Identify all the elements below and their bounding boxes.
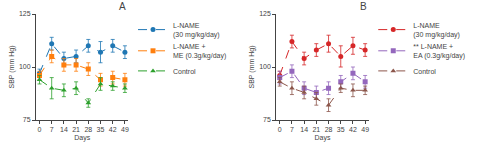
svg-text:SBP (mm Hg): SBP (mm Hg) [248,45,256,88]
svg-text:100: 100 [19,63,31,70]
svg-text:35: 35 [337,126,345,133]
svg-text:21: 21 [312,126,320,133]
svg-text:0: 0 [278,126,282,133]
svg-text:SBP (mm Hg): SBP (mm Hg) [8,45,16,88]
svg-text:7: 7 [290,126,294,133]
svg-text:21: 21 [72,126,80,133]
svg-text:125: 125 [259,10,271,17]
svg-text:7: 7 [50,126,54,133]
svg-text:L-NAME(30 mg/kg/day): L-NAME(30 mg/kg/day) [413,22,460,39]
svg-text:49: 49 [121,126,129,133]
svg-text:125: 125 [19,10,31,17]
svg-text:28: 28 [325,126,333,133]
svg-text:** L-NAME +EA (0.3g/kg/day): ** L-NAME +EA (0.3g/kg/day) [413,43,465,60]
svg-text:Control: Control [413,68,436,75]
svg-text:Days: Days [314,134,330,142]
svg-text:75: 75 [23,116,31,123]
svg-text:14: 14 [300,126,308,133]
svg-text:Days: Days [74,134,90,142]
svg-text:A: A [119,1,126,12]
svg-text:28: 28 [84,126,92,133]
svg-text:L-NAME(30 mg/kg/day): L-NAME(30 mg/kg/day) [173,22,220,39]
svg-text:49: 49 [361,126,369,133]
svg-text:B: B [360,1,367,12]
svg-text:L-NAME +ME (0.3g/kg/day): L-NAME +ME (0.3g/kg/day) [173,43,226,60]
svg-text:42: 42 [349,126,357,133]
svg-text:0: 0 [38,126,42,133]
svg-text:100: 100 [259,63,271,70]
svg-text:Control: Control [173,68,196,75]
svg-text:75: 75 [263,116,271,123]
svg-text:35: 35 [97,126,105,133]
svg-text:14: 14 [60,126,68,133]
svg-text:42: 42 [109,126,117,133]
